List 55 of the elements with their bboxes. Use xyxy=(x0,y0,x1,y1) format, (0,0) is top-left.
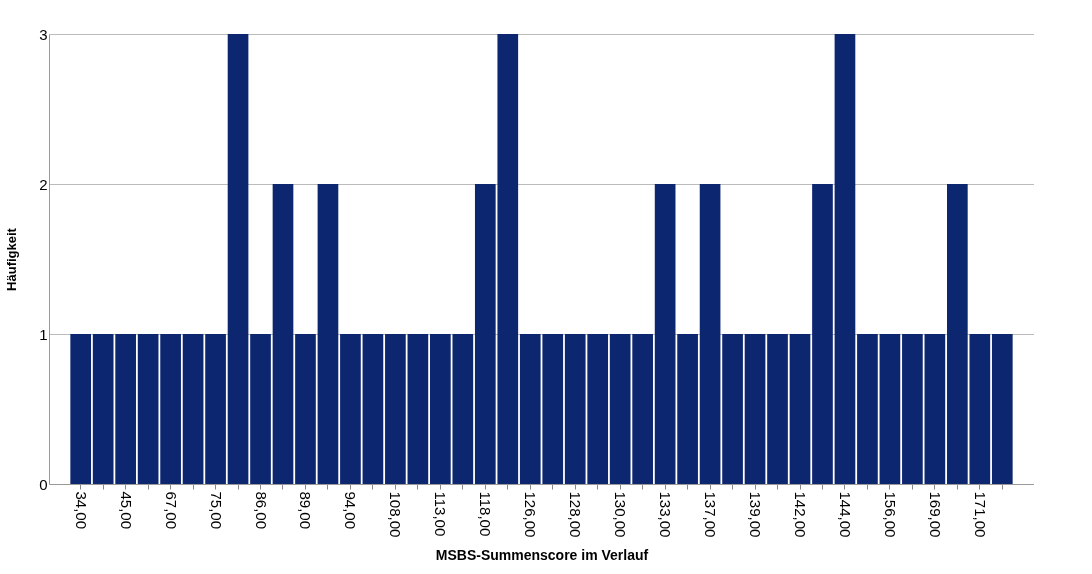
bar xyxy=(272,184,294,484)
y-tick-label: 2 xyxy=(39,175,48,193)
y-tick-label: 3 xyxy=(39,25,48,43)
y-tick-label: 1 xyxy=(39,325,48,343)
x-tick-label: 139,00 xyxy=(747,491,765,538)
bar xyxy=(789,334,811,484)
y-axis-title: Häufigkeit xyxy=(4,227,20,291)
x-tick-label: 108,00 xyxy=(387,491,405,538)
bar xyxy=(182,334,204,484)
bar xyxy=(812,184,833,484)
x-tick-label: 137,00 xyxy=(702,491,720,538)
x-tick-label: 156,00 xyxy=(881,491,899,538)
bar xyxy=(924,334,946,484)
x-axis-title: MSBS-Summenscore im Verlauf xyxy=(435,547,649,564)
x-tick-label: 130,00 xyxy=(612,491,630,538)
bar xyxy=(654,184,676,484)
bar xyxy=(160,334,181,484)
bar xyxy=(722,334,743,484)
x-tick-label: 67,00 xyxy=(162,491,180,530)
x-tick-label: 126,00 xyxy=(522,491,540,538)
bar xyxy=(295,334,316,484)
x-tick-label: 169,00 xyxy=(926,491,944,538)
bar xyxy=(677,334,698,484)
x-tick-label: 144,00 xyxy=(836,491,854,538)
bar xyxy=(699,184,721,484)
x-tick-label: 128,00 xyxy=(567,491,585,538)
bar xyxy=(407,334,429,484)
x-tick-label: 34,00 xyxy=(72,491,90,530)
bar xyxy=(362,334,384,484)
bar xyxy=(250,334,271,484)
bar xyxy=(767,334,788,484)
x-tick-label: 142,00 xyxy=(792,491,809,538)
bar xyxy=(902,334,923,484)
x-tick-label: 171,00 xyxy=(971,491,989,538)
bar xyxy=(227,34,249,484)
x-tick-label: 133,00 xyxy=(657,491,675,538)
bar xyxy=(857,334,878,484)
x-tick-label: 75,00 xyxy=(207,491,225,530)
x-tick-label: 113,00 xyxy=(432,491,450,537)
bar xyxy=(879,334,901,484)
bar xyxy=(205,334,226,484)
y-tick-label: 0 xyxy=(39,475,48,493)
x-tick-label: 118,00 xyxy=(477,491,495,537)
bar xyxy=(834,34,856,484)
bar xyxy=(385,334,406,484)
bar xyxy=(70,334,92,484)
x-tick-label: 94,00 xyxy=(342,491,360,530)
x-tick-label: 86,00 xyxy=(252,491,270,530)
bar xyxy=(744,334,766,484)
bar xyxy=(991,334,1013,484)
x-tick-label: 45,00 xyxy=(117,491,135,530)
bar xyxy=(317,184,339,484)
bar xyxy=(137,334,159,484)
bar xyxy=(340,334,361,484)
x-tick-label: 89,00 xyxy=(297,491,315,530)
